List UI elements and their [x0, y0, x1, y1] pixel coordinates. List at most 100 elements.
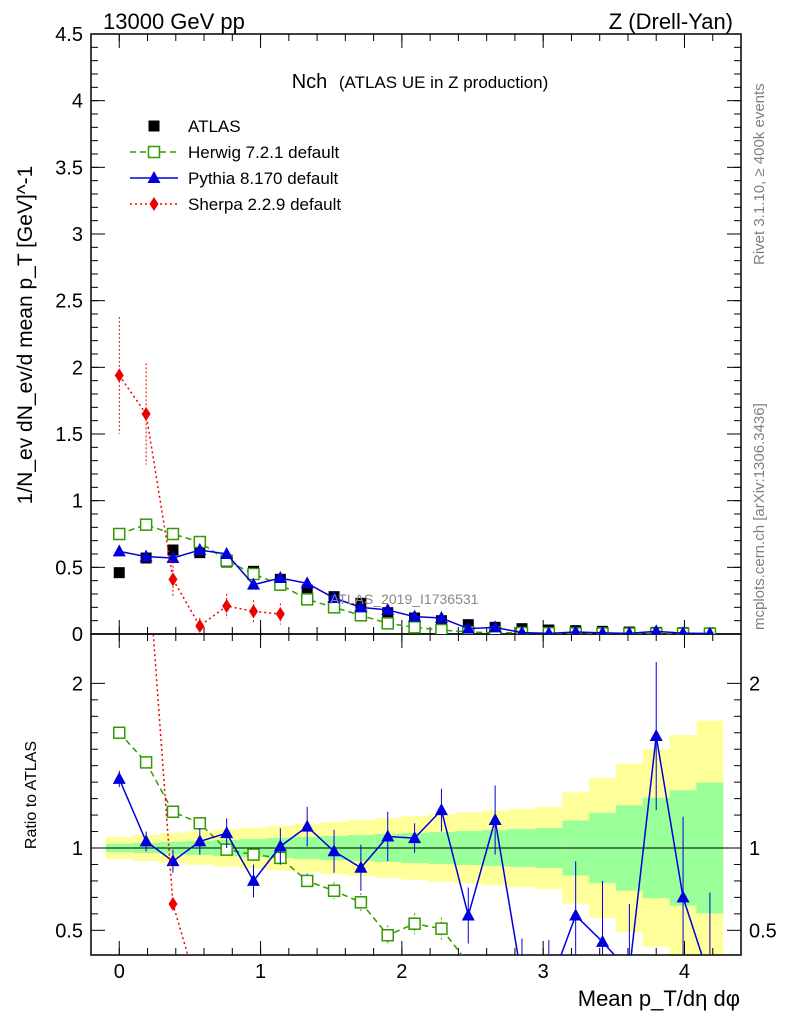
legend-label-herwig: Herwig 7.2.1 default — [188, 143, 339, 162]
legend-label-atlas: ATLAS — [188, 117, 241, 136]
y-tick-label-main: 1 — [72, 491, 83, 513]
pythia-point — [488, 620, 502, 633]
y-tick-label-ratio-right: 2 — [749, 673, 760, 695]
pythia-point — [139, 549, 153, 562]
pythia-point — [381, 603, 395, 615]
pythia-point — [598, 625, 607, 634]
pythia-ratio-point — [354, 860, 368, 873]
x-axis-label: Mean p_T/dη dφ — [578, 986, 740, 1011]
legend-label-pythia: Pythia 8.170 default — [188, 169, 339, 188]
herwig-ratio-point — [516, 982, 527, 993]
pythia-ratio-point — [703, 973, 716, 985]
herwig-point — [166, 527, 180, 541]
pythia-ratio-point — [461, 908, 475, 921]
sherpa-ratio-point — [168, 896, 178, 911]
pythia-ratio-point — [676, 890, 690, 903]
main-panel-marks — [112, 316, 717, 634]
pythia-ratio-point — [381, 829, 395, 842]
herwig-ratio-point — [463, 958, 474, 969]
y-tick-label-main: 3.5 — [55, 157, 83, 179]
y-tick-label-ratio: 0.5 — [55, 920, 83, 942]
sherpa-point — [195, 619, 205, 633]
pythia-point — [193, 543, 207, 555]
herwig-ratio-point — [300, 874, 314, 888]
x-tick-label: 2 — [396, 961, 407, 983]
herwig-ratio-point — [193, 817, 207, 830]
pythia-point — [434, 611, 448, 623]
legend-label-sherpa: Sherpa 2.2.9 default — [188, 195, 341, 214]
herwig-ratio-point — [408, 917, 421, 930]
herwig-point — [408, 621, 421, 634]
atlas-point — [113, 567, 125, 579]
atlas-point — [167, 544, 179, 556]
herwig-ratio-point — [113, 726, 126, 740]
pythia-point — [461, 621, 475, 634]
pythia-point — [327, 591, 341, 603]
y-tick-label-ratio: 2 — [72, 673, 83, 695]
herwig-point — [139, 518, 153, 531]
pythia-point — [408, 609, 422, 622]
pythia-ratio-point — [220, 826, 234, 839]
atlas-point — [301, 584, 313, 596]
legend-marker-pythia — [147, 171, 161, 183]
x-tick-label: 1 — [255, 961, 266, 983]
y-tick-label-main: 1.5 — [55, 424, 83, 446]
y-tick-label-main: 4.5 — [55, 24, 83, 46]
herwig-ratio-point — [381, 928, 394, 942]
side-label-bottom: mcplots.cern.ch [arXiv:1306.3436] — [751, 403, 768, 630]
herwig-ratio-point — [490, 974, 501, 985]
y-tick-label-ratio: 1 — [72, 838, 83, 860]
pythia-point — [354, 600, 368, 613]
herwig-ratio-point — [354, 896, 368, 909]
sherpa-point — [114, 368, 124, 383]
herwig-ratio-point — [139, 756, 153, 769]
pythia-ratio-point — [515, 973, 528, 985]
data-series — [112, 316, 717, 998]
ratio-frame — [90, 633, 742, 956]
herwig-point — [381, 617, 394, 630]
pythia-ratio-point — [193, 834, 207, 847]
pythia-ratio-point — [247, 873, 260, 886]
chart-title: Nch (ATLAS UE in Z production) — [292, 71, 549, 93]
legend-marker-herwig — [147, 145, 161, 159]
pythia-ratio-point — [112, 771, 126, 784]
sherpa-point — [275, 607, 285, 621]
y-axis-label-main: 1/N_ev dN_ev/d mean p_T [GeV]^-1 — [14, 166, 37, 505]
pythia-ratio-point — [408, 831, 422, 844]
herwig-ratio-point — [543, 987, 554, 998]
pythia-point — [544, 626, 553, 634]
ratio-panel-marks — [112, 634, 716, 998]
y-tick-label-ratio-right: 1 — [749, 838, 760, 860]
y-tick-label-main: 3 — [72, 224, 83, 246]
pythia-ratio-point — [273, 839, 287, 852]
chart-title-main: Nch — [292, 71, 328, 93]
pythia-ratio-point — [300, 819, 314, 832]
header-right: Z (Drell-Yan) — [609, 9, 733, 34]
herwig-ratio-point — [327, 884, 341, 898]
y-tick-label-ratio-right: 0.5 — [749, 920, 777, 942]
y-tick-label-main: 4 — [72, 91, 83, 113]
x-tick-label: 3 — [538, 961, 549, 983]
y-tick-label-main: 0.5 — [55, 557, 83, 579]
pythia-point — [570, 625, 581, 634]
herwig-point — [113, 527, 126, 541]
legend-marker-atlas — [148, 120, 160, 132]
sherpa-point — [141, 407, 151, 421]
x-tick-label: 4 — [679, 961, 690, 983]
pythia-ratio-point — [623, 964, 636, 976]
pythia-ratio-point — [649, 729, 663, 742]
herwig-point — [300, 593, 314, 606]
pythia-point — [678, 626, 688, 634]
pythia-point — [247, 577, 260, 590]
y-axis-label-ratio: Ratio to ATLAS — [23, 741, 40, 849]
pythia-point — [300, 576, 314, 589]
watermark: ATLAS_2019_I1736531 — [330, 591, 479, 607]
x-tick-label: 0 — [114, 961, 125, 983]
header-left: 13000 GeV pp — [103, 9, 245, 34]
pythia-ratio-point — [434, 803, 448, 816]
herwig-ratio-point — [247, 848, 260, 861]
axes-frames — [90, 33, 742, 956]
sherpa-point — [168, 572, 178, 587]
pythia-point — [273, 571, 287, 583]
y-tick-label-main: 2.5 — [55, 291, 83, 313]
